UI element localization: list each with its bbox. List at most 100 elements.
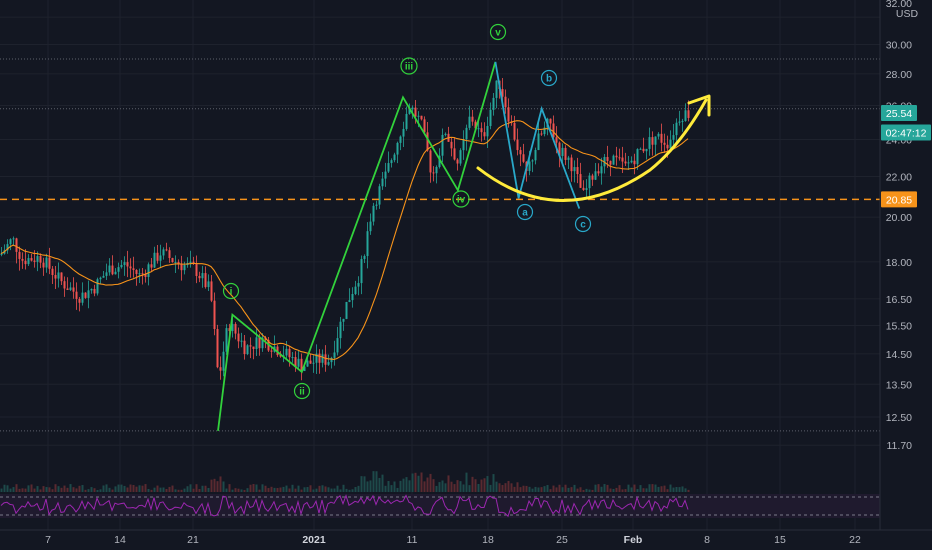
candle[interactable] bbox=[369, 213, 372, 235]
candle[interactable] bbox=[678, 110, 681, 126]
candle[interactable] bbox=[162, 247, 165, 260]
candle[interactable] bbox=[333, 340, 336, 366]
candle[interactable] bbox=[18, 246, 21, 271]
candle[interactable] bbox=[576, 157, 579, 184]
candle[interactable] bbox=[6, 239, 9, 254]
candle[interactable] bbox=[60, 272, 63, 286]
candle[interactable] bbox=[294, 351, 297, 372]
candle[interactable] bbox=[90, 288, 93, 294]
candle[interactable] bbox=[312, 354, 315, 373]
candle[interactable] bbox=[360, 255, 363, 295]
candle[interactable] bbox=[216, 324, 219, 369]
candle[interactable] bbox=[435, 165, 438, 184]
candle[interactable] bbox=[297, 350, 300, 370]
candle[interactable] bbox=[639, 147, 642, 150]
candle[interactable] bbox=[54, 265, 57, 289]
candle[interactable] bbox=[630, 156, 633, 164]
time-axis[interactable]: 7 14 21 2021 11 18 25 Feb 8 15 22 bbox=[45, 534, 861, 546]
candle[interactable] bbox=[660, 123, 663, 152]
candle[interactable] bbox=[108, 258, 111, 276]
candle[interactable] bbox=[363, 254, 366, 264]
candle[interactable] bbox=[570, 154, 573, 182]
candle[interactable] bbox=[393, 152, 396, 163]
candle[interactable] bbox=[27, 254, 30, 266]
rsi-pane[interactable] bbox=[0, 494, 880, 518]
candle[interactable] bbox=[351, 287, 354, 308]
candle[interactable] bbox=[552, 115, 555, 139]
candle[interactable] bbox=[582, 180, 585, 191]
wave-label-a[interactable]: a bbox=[516, 203, 534, 221]
candle[interactable] bbox=[72, 277, 75, 299]
candle[interactable] bbox=[57, 262, 60, 288]
candle[interactable] bbox=[159, 244, 162, 269]
candle[interactable] bbox=[51, 265, 54, 285]
candle[interactable] bbox=[42, 257, 45, 276]
candle[interactable] bbox=[420, 115, 423, 121]
candle[interactable] bbox=[87, 280, 90, 309]
candle[interactable] bbox=[237, 327, 240, 349]
candle[interactable] bbox=[390, 158, 393, 168]
candle[interactable] bbox=[489, 102, 492, 130]
candle[interactable] bbox=[207, 274, 210, 292]
candle[interactable] bbox=[591, 173, 594, 186]
candle[interactable] bbox=[150, 258, 153, 272]
candle[interactable] bbox=[426, 122, 429, 152]
candle[interactable] bbox=[75, 282, 78, 310]
candle[interactable] bbox=[291, 351, 294, 363]
candle[interactable] bbox=[315, 344, 318, 375]
candle[interactable] bbox=[0, 247, 3, 257]
candle[interactable] bbox=[456, 158, 459, 171]
candle[interactable] bbox=[168, 247, 171, 263]
candle[interactable] bbox=[102, 270, 105, 278]
candle[interactable] bbox=[201, 265, 204, 288]
candle[interactable] bbox=[198, 271, 201, 283]
candle[interactable] bbox=[453, 137, 456, 161]
candle[interactable] bbox=[579, 162, 582, 189]
candle[interactable] bbox=[405, 106, 408, 131]
wave-label-iii[interactable]: iii bbox=[400, 57, 418, 75]
candle[interactable] bbox=[30, 253, 33, 262]
candle[interactable] bbox=[9, 238, 12, 251]
candle[interactable] bbox=[594, 162, 597, 180]
candle[interactable] bbox=[255, 328, 258, 356]
candle[interactable] bbox=[375, 200, 378, 210]
wave-label-i[interactable]: i bbox=[222, 282, 240, 300]
candle[interactable] bbox=[504, 89, 507, 114]
candle[interactable] bbox=[63, 276, 66, 297]
candle[interactable] bbox=[441, 128, 444, 163]
candle[interactable] bbox=[288, 345, 291, 367]
candle[interactable] bbox=[321, 349, 324, 368]
candle[interactable] bbox=[663, 133, 666, 153]
candle[interactable] bbox=[480, 122, 483, 142]
candle[interactable] bbox=[462, 130, 465, 160]
candle[interactable] bbox=[654, 136, 657, 156]
candle[interactable] bbox=[345, 301, 348, 320]
candle[interactable] bbox=[645, 148, 648, 160]
candle[interactable] bbox=[564, 145, 567, 166]
candle[interactable] bbox=[339, 317, 342, 349]
candle[interactable] bbox=[111, 255, 114, 276]
candle[interactable] bbox=[585, 179, 588, 198]
candle[interactable] bbox=[549, 118, 552, 131]
candle[interactable] bbox=[147, 262, 150, 286]
candle[interactable] bbox=[468, 105, 471, 131]
candle[interactable] bbox=[39, 253, 42, 269]
candle[interactable] bbox=[210, 275, 213, 303]
candle[interactable] bbox=[129, 258, 132, 278]
candle[interactable] bbox=[81, 282, 84, 306]
candle[interactable] bbox=[12, 236, 15, 246]
candle[interactable] bbox=[189, 250, 192, 268]
candle[interactable] bbox=[84, 292, 87, 299]
candle[interactable] bbox=[93, 284, 96, 297]
candle[interactable] bbox=[36, 251, 39, 272]
candle[interactable] bbox=[69, 282, 72, 292]
candle[interactable] bbox=[624, 152, 627, 166]
candle[interactable] bbox=[357, 276, 360, 296]
candle[interactable] bbox=[285, 340, 288, 360]
candle[interactable] bbox=[15, 237, 18, 264]
candle[interactable] bbox=[126, 250, 129, 278]
candle[interactable] bbox=[450, 137, 453, 157]
candle[interactable] bbox=[618, 148, 621, 161]
candle[interactable] bbox=[681, 118, 684, 132]
